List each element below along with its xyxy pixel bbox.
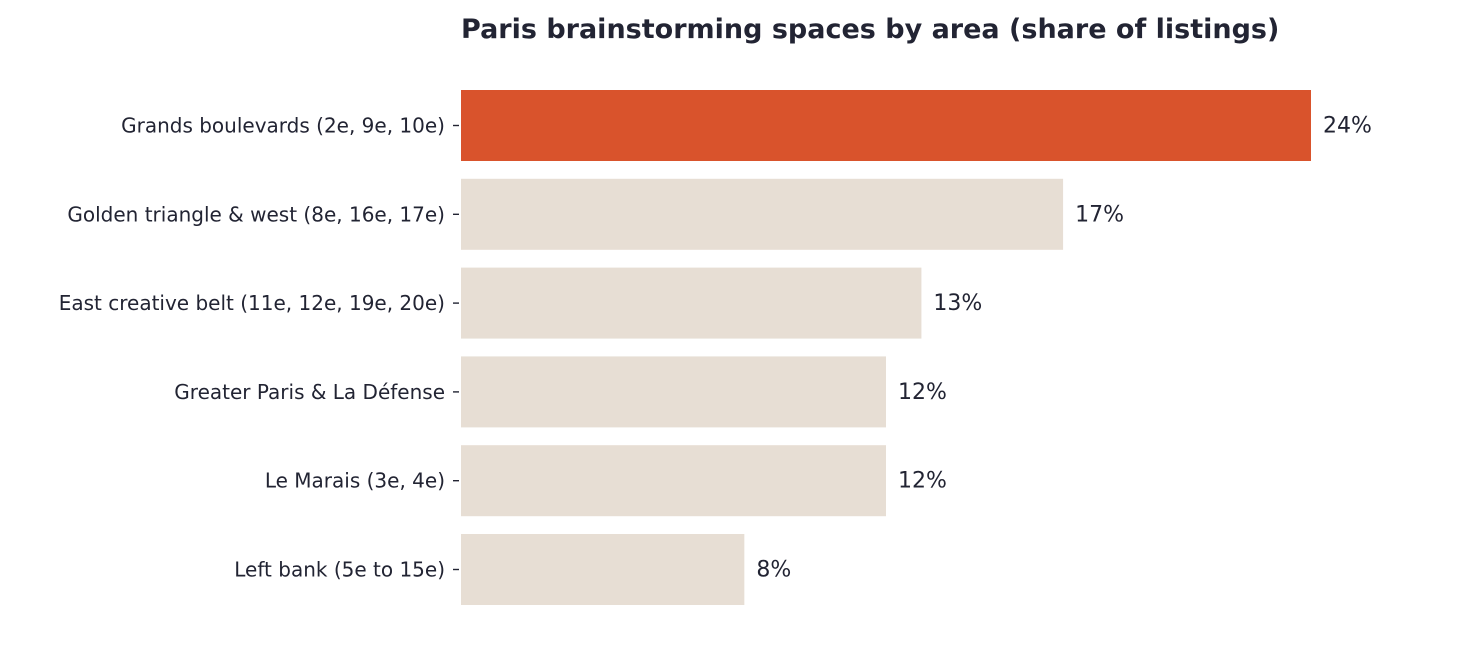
bar bbox=[461, 534, 745, 605]
data-label: 8% bbox=[756, 558, 791, 583]
y-tick-label: Grands boulevards (2e, 9e, 10e) bbox=[121, 114, 445, 138]
bar bbox=[461, 445, 886, 517]
bar bbox=[461, 267, 922, 339]
data-label: 17% bbox=[1075, 202, 1124, 227]
bars-group: Grands boulevards (2e, 9e, 10e) 24% Golden… bbox=[59, 90, 1372, 605]
y-tick-label: Left bank (5e to 15e) bbox=[234, 558, 445, 582]
y-tick-label: Greater Paris & La Défense bbox=[174, 380, 445, 404]
data-label: 12% bbox=[898, 380, 947, 405]
bar bbox=[461, 178, 1064, 250]
y-tick-label: Golden triangle & west (8e, 16e, 17e) bbox=[67, 202, 445, 226]
bar bbox=[461, 356, 886, 428]
y-tick-label: East creative belt (11e, 12e, 19e, 20e) bbox=[59, 291, 445, 315]
data-label: 12% bbox=[898, 469, 947, 494]
data-label: 24% bbox=[1323, 114, 1372, 139]
bar bbox=[461, 90, 1311, 161]
chart-title: Paris brainstorming spaces by area (shar… bbox=[461, 14, 1279, 45]
data-label: 13% bbox=[933, 291, 982, 316]
y-tick-label: Le Marais (3e, 4e) bbox=[265, 469, 445, 493]
